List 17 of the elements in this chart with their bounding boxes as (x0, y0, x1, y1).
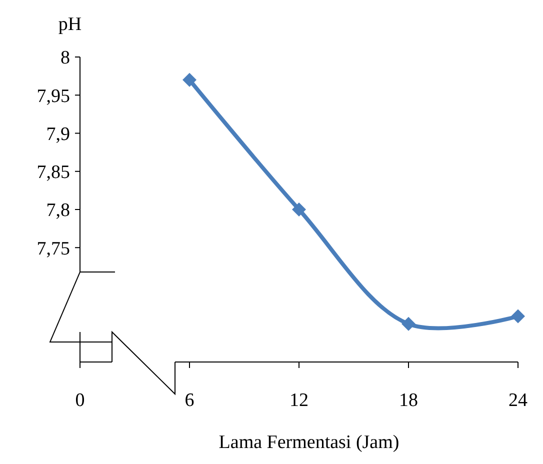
x-axis-title: Lama Fermentasi (Jam) (218, 432, 400, 453)
point (292, 202, 306, 216)
y-tick-label: 7,85 (36, 162, 70, 184)
point (511, 309, 525, 324)
x-tick-label: 0 (75, 390, 85, 411)
point (402, 316, 416, 331)
x-tick-label: 18 (399, 390, 418, 411)
y-tick-label: 7,95 (36, 86, 70, 107)
y-tick-label: 8 (60, 48, 70, 69)
y-tick-label: 7,8 (46, 200, 70, 222)
y-tick-label: 7,9 (46, 124, 70, 145)
y-tick-label: 7,75 (36, 238, 70, 260)
point (182, 72, 196, 87)
y-axis-title: pH (58, 14, 82, 35)
x-tick-label: 6 (184, 390, 194, 411)
x-tick-label: 24 (508, 390, 528, 411)
x-tick-label: 12 (290, 390, 308, 411)
